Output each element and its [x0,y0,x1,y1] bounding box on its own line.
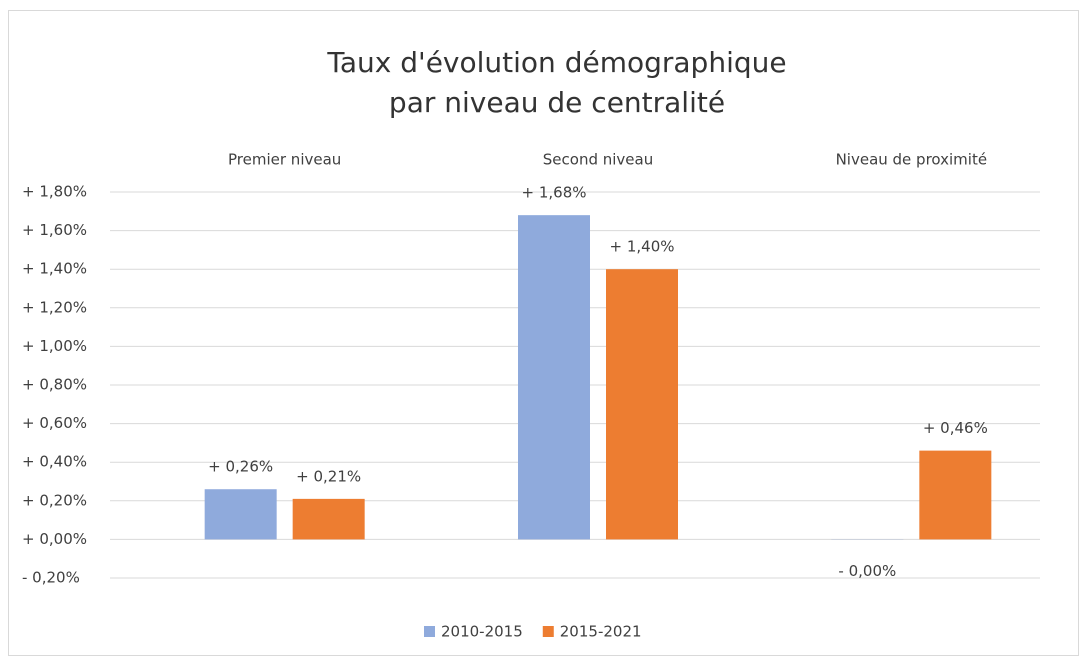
data-label: + 1,68% [522,184,587,202]
bar [606,269,678,540]
y-tick-label: + 0,60% [22,414,87,432]
bar [204,489,277,540]
legend-label: 2015-2021 [560,623,642,641]
data-label: + 1,40% [610,238,675,256]
bar [292,498,365,540]
chart-title: par niveau de centralité [389,86,725,119]
y-tick-label: + 0,20% [22,491,87,509]
data-label: + 0,21% [296,467,361,485]
category-label: Premier niveau [228,151,341,169]
category-label: Niveau de proximité [836,151,988,169]
chart-title: Taux d'évolution démographique [326,46,786,79]
y-tick-label: + 1,80% [22,183,87,201]
data-label: + 0,26% [208,458,273,476]
y-tick-label: + 1,60% [22,221,87,239]
category-label: Second niveau [543,151,653,169]
y-tick-label: + 0,80% [22,376,87,394]
y-tick-label: + 1,00% [22,337,87,355]
data-label: - 0,00% [838,562,896,580]
legend-swatch [424,626,435,637]
y-tick-label: + 1,20% [22,298,87,316]
y-tick-label: - 0,20% [22,569,80,587]
bar [919,450,992,540]
y-tick-label: + 1,40% [22,260,87,278]
legend-swatch [542,626,554,637]
bar [518,215,590,540]
y-tick-label: + 0,40% [22,453,87,471]
y-tick-label: + 0,00% [22,530,87,548]
legend-label: 2010-2015 [441,623,523,641]
data-label: + 0,46% [923,419,988,437]
